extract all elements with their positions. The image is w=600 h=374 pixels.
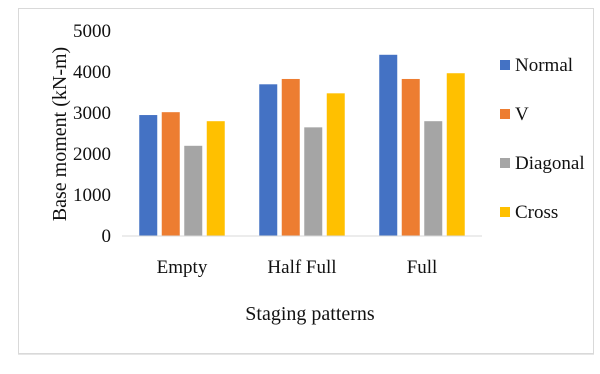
bar bbox=[326, 93, 345, 236]
legend-label: Diagonal bbox=[515, 153, 585, 174]
legend-swatch bbox=[500, 158, 510, 168]
y-tick-label: 2000 bbox=[73, 144, 111, 165]
bar bbox=[446, 73, 465, 236]
legend-label: Normal bbox=[515, 55, 573, 76]
bottom-rule bbox=[18, 354, 594, 355]
x-axis-title: Staging patterns bbox=[245, 303, 375, 325]
bar bbox=[401, 78, 420, 236]
legend: Normal V Diagonal Cross bbox=[500, 55, 585, 223]
bars bbox=[139, 54, 465, 236]
y-tick-label: 1000 bbox=[73, 185, 111, 206]
legend-swatch bbox=[500, 109, 510, 119]
y-tick-label: 4000 bbox=[73, 62, 111, 83]
x-tick-label: Full bbox=[407, 257, 438, 278]
y-tick-label: 3000 bbox=[73, 103, 111, 124]
bar bbox=[184, 145, 203, 236]
bar bbox=[304, 127, 323, 236]
y-tick-label: 5000 bbox=[73, 21, 111, 42]
bar bbox=[424, 121, 443, 236]
x-tick-label: Empty bbox=[157, 257, 208, 278]
x-axis-ticks: Empty Half Full Full bbox=[157, 257, 438, 278]
bar bbox=[161, 112, 180, 236]
legend-label: V bbox=[515, 104, 529, 125]
legend-swatch bbox=[500, 207, 510, 217]
bar bbox=[139, 115, 158, 236]
y-tick-label: 0 bbox=[102, 226, 112, 247]
legend-swatch bbox=[500, 60, 510, 70]
bar bbox=[281, 78, 300, 236]
bar bbox=[206, 121, 225, 236]
legend-label: Cross bbox=[515, 202, 558, 223]
y-axis-title: Base moment (kN-m) bbox=[49, 47, 71, 221]
bar bbox=[379, 54, 398, 236]
bar bbox=[259, 84, 278, 236]
y-axis-ticks: 0 1000 2000 3000 4000 5000 bbox=[73, 21, 111, 247]
x-tick-label: Half Full bbox=[267, 257, 336, 278]
